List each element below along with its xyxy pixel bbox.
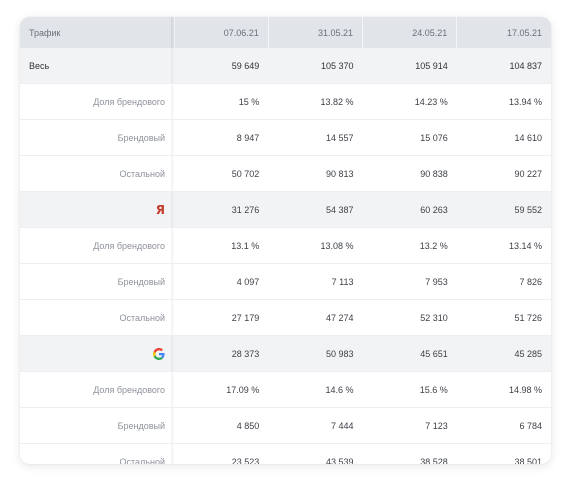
table-cell: 13.2 %: [362, 227, 457, 264]
table-cell: 15 076: [362, 119, 457, 156]
table-cell: 7 444: [268, 407, 363, 444]
row-label: Брендовый: [20, 119, 175, 156]
header-traffic[interactable]: Трафик: [20, 17, 175, 48]
table-cell: 60 263: [362, 191, 457, 228]
table-row: Доля брендового 17.09 % 14.6 % 15.6 % 14.98 …: [20, 371, 551, 408]
table-row: Доля брендового 13.1 % 13.08 % 13.2 % 13.14 …: [20, 227, 551, 264]
table-row: Я 31 276 54 387 60 263 59 552: [20, 191, 551, 228]
table-cell: 13.94 %: [456, 83, 551, 120]
table-header-row: Трафик 07.06.21 31.05.21 24.05.21 17.05.…: [20, 17, 551, 48]
table-cell: 45 651: [362, 335, 457, 372]
table-cell: 50 702: [174, 155, 269, 192]
table-cell: 47 274: [268, 299, 363, 336]
row-label: Остальной: [20, 155, 175, 192]
table-cell: 50 983: [268, 335, 363, 372]
google-logo-icon: [153, 347, 165, 360]
yandex-logo-icon: Я: [155, 202, 165, 217]
table-cell: 38 501: [514, 456, 542, 465]
table-cell: 31 276: [174, 191, 269, 228]
row-label: Брендовый: [20, 407, 175, 444]
row-label: Остальной: [20, 443, 175, 464]
table-cell: 14 557: [268, 119, 363, 156]
table-cell: 13.14 %: [456, 227, 551, 264]
table-cell: 15 %: [174, 83, 269, 120]
table-cell: 7 113: [268, 263, 363, 300]
table-cell: 59 649: [174, 48, 269, 84]
table-cell: 23 523: [231, 456, 260, 465]
table-cell: 13.08 %: [268, 227, 363, 264]
table-cell: 14.98 %: [456, 371, 551, 408]
table-cell: 43 539: [325, 456, 354, 465]
header-date[interactable]: 31.05.21: [267, 17, 363, 48]
table-cell: 59 552: [456, 191, 551, 228]
table-cell: 104 837: [456, 48, 551, 84]
table-cell: 105 370: [268, 48, 363, 84]
table-cell: 14.6 %: [268, 371, 363, 408]
table-cell: 17.09 %: [174, 371, 269, 408]
header-date[interactable]: 17.05.21: [456, 17, 551, 48]
table-cell: 13.82 %: [268, 83, 363, 120]
table-cell: 6 784: [456, 407, 551, 444]
traffic-table-card: Трафик 07.06.21 31.05.21 24.05.21 17.05.…: [20, 17, 551, 464]
row-label: Остальной: [20, 299, 175, 336]
table-cell: 7 953: [362, 263, 457, 300]
table-cell: 45 285: [456, 335, 551, 372]
table-cell: 54 387: [268, 191, 363, 228]
table-cell: 15.6 %: [362, 371, 457, 408]
row-label: Брендовый: [20, 263, 175, 300]
table-cell: 27 179: [174, 299, 269, 336]
table-cell: 14.23 %: [362, 83, 457, 120]
traffic-table: Трафик 07.06.21 31.05.21 24.05.21 17.05.…: [20, 17, 551, 464]
table-cell: 51 726: [456, 299, 551, 336]
table-row: Весь 59 649 105 370 105 914 104 837: [20, 48, 551, 84]
yandex-logo-cell: Я: [20, 191, 175, 228]
table-row: 28 373 50 983 45 651 45 285: [20, 335, 551, 372]
table-cell: 105 914: [362, 48, 457, 84]
google-logo-cell: [20, 335, 175, 372]
row-label: Доля брендового: [20, 227, 175, 264]
table-row: Остальной 50 702 90 813 90 838 90 227: [20, 155, 551, 192]
table-cell: 4 850: [174, 407, 269, 444]
table-row: Остальной 23 523 43 539 38 528 38 501: [20, 443, 551, 465]
table-cell: 7 826: [456, 263, 551, 300]
row-label-total: Весь: [20, 48, 175, 84]
row-label: Доля брендового: [20, 371, 175, 408]
table-row: Брендовый 4 097 7 113 7 953 7 826: [20, 263, 551, 300]
table-cell: 7 123: [362, 407, 457, 444]
table-row: Брендовый 8 947 14 557 15 076 14 610: [20, 119, 551, 156]
table-cell: 8 947: [174, 119, 269, 156]
table-cell: 90 813: [268, 155, 363, 192]
row-label: Доля брендового: [20, 83, 175, 120]
table-cell: 28 373: [174, 335, 269, 372]
table-cell: 4 097: [174, 263, 269, 300]
header-date[interactable]: 07.06.21: [173, 17, 269, 48]
table-cell: 13.1 %: [174, 227, 269, 264]
table-row: Остальной 27 179 47 274 52 310 51 726: [20, 299, 551, 336]
table-row: Брендовый 4 850 7 444 7 123 6 784: [20, 407, 551, 444]
table-row: Доля брендового 15 % 13.82 % 14.23 % 13.94 %: [20, 83, 551, 120]
table-cell: 14 610: [456, 119, 551, 156]
table-cell: 38 528: [420, 456, 448, 465]
table-cell: 90 838: [362, 155, 457, 192]
table-cell: 90 227: [456, 155, 551, 192]
table-cell: 52 310: [362, 299, 457, 336]
header-date[interactable]: 24.05.21: [361, 17, 457, 48]
